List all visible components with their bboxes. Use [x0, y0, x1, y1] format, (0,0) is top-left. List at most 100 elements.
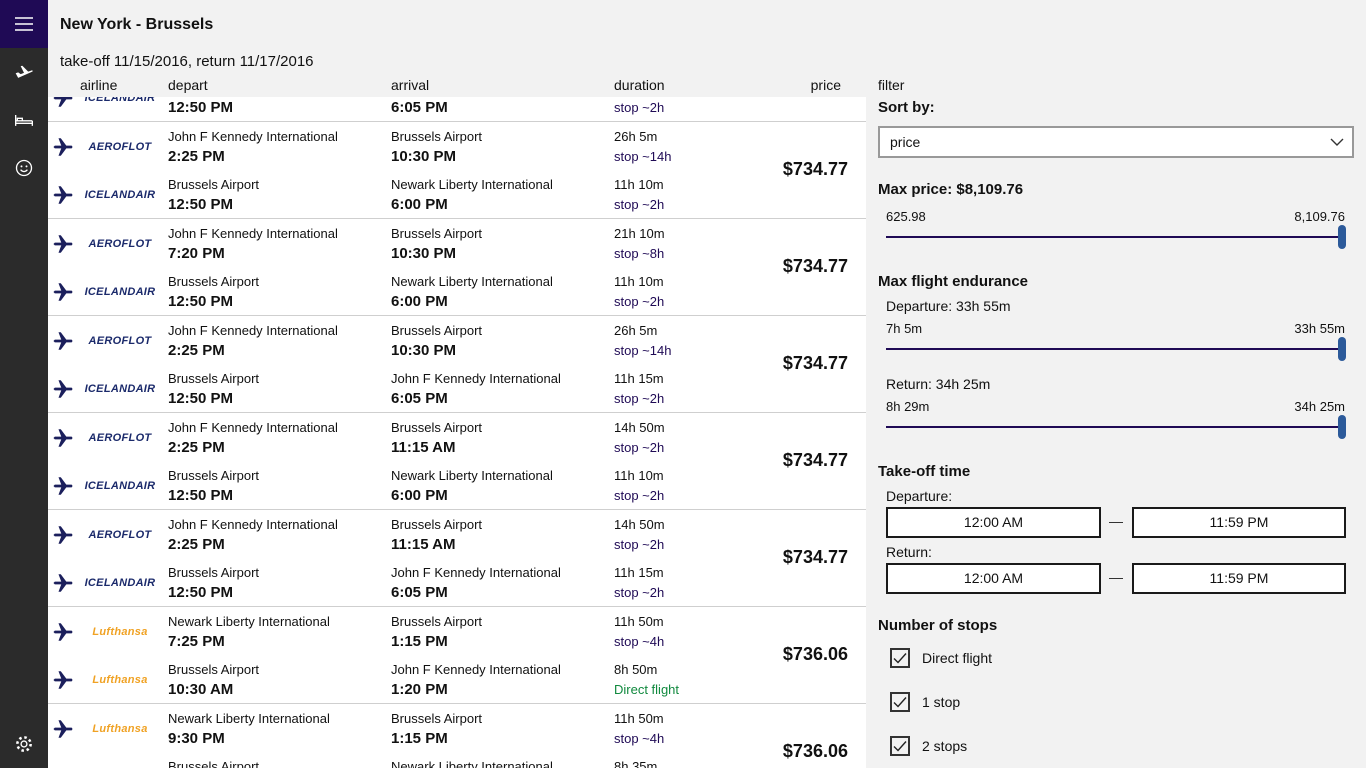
flight-row[interactable]: Lufthansa Newark Liberty International 9:3… — [48, 704, 866, 768]
slider-thumb[interactable] — [1338, 225, 1346, 249]
arrival-airport: Brussels Airport — [391, 516, 483, 532]
plane-icon — [53, 331, 73, 350]
duration: 14h 50m — [614, 419, 665, 435]
settings-icon[interactable] — [14, 734, 34, 754]
slider-label: Departure: 33h 55m — [886, 298, 1011, 314]
depart-airport: John F Kennedy International — [168, 322, 338, 338]
stops: stop ~2h — [614, 391, 665, 406]
depart-time: 2:25 PM — [168, 535, 225, 553]
airline-logo: AEROFLOT — [88, 140, 152, 153]
depart-airport: Brussels Airport — [168, 759, 260, 768]
flight-row[interactable]: AEROFLOT John F Kennedy International 2:25… — [48, 413, 866, 510]
arrival-time: 10:30 PM — [391, 244, 457, 262]
depart-airport: Brussels Airport — [168, 565, 260, 580]
sort-dropdown[interactable]: price — [878, 126, 1354, 158]
duration: 11h 10m — [614, 468, 664, 483]
arrival-time: 1:15 PM — [391, 729, 448, 747]
checkbox[interactable] — [890, 736, 910, 756]
depart-airport: Brussels Airport — [168, 371, 260, 386]
airline-logo: ICELANDAIR — [84, 189, 156, 201]
checkbox[interactable] — [890, 648, 910, 668]
slider-label: Return: 34h 25m — [886, 376, 991, 392]
depart-airport: Brussels Airport — [168, 177, 260, 192]
plane-icon — [53, 574, 73, 592]
arrival-airport: John F Kennedy International — [391, 662, 561, 677]
checkbox-label[interactable]: Direct flight — [922, 650, 993, 666]
menu-icon[interactable] — [14, 0, 34, 48]
slider-max: 34h 25m — [1294, 399, 1345, 414]
time-input[interactable]: 11:59 PM — [1132, 563, 1346, 594]
flight-row[interactable]: Lufthansa Newark Liberty International 7:2… — [48, 607, 866, 704]
column-header: arrival — [391, 77, 430, 93]
checkbox-label[interactable]: 2 stops — [922, 738, 968, 754]
arrival-time: 6:05 PM — [391, 584, 448, 601]
checkbox-label[interactable]: 1 stop — [922, 694, 961, 710]
arrival-airport: Newark Liberty International — [391, 274, 553, 289]
range-dash — [1109, 578, 1123, 579]
time-input[interactable]: 11:59 PM — [1132, 507, 1346, 538]
max-price-label: Max price: $8,109.76 — [878, 181, 1024, 198]
time-input[interactable]: 12:00 AM — [886, 563, 1101, 594]
stops: stop ~2h — [614, 100, 665, 115]
stops: stop ~4h — [614, 730, 665, 746]
flight-row[interactable]: AEROFLOT John F Kennedy International 2:25… — [48, 122, 866, 219]
price: $734.77 — [782, 353, 848, 373]
slider-track — [886, 236, 1342, 238]
airline-logo: ICELANDAIR — [84, 480, 156, 492]
duration: 11h 15m — [614, 565, 664, 580]
depart-airport: Newark Liberty International — [168, 710, 330, 726]
arrival-airport: John F Kennedy International — [391, 565, 561, 580]
depart-time: 7:25 PM — [168, 632, 225, 650]
dropdown-chevron — [1330, 138, 1344, 146]
column-header: duration — [614, 77, 665, 93]
arrival-airport: Brussels Airport — [391, 128, 483, 144]
arrival-time: 1:20 PM — [391, 681, 448, 698]
depart-airport: Brussels Airport — [168, 274, 260, 289]
depart-time: 12:50 PM — [168, 487, 234, 504]
airline-logo: ICELANDAIR — [84, 383, 156, 395]
slider-thumb[interactable] — [1338, 415, 1346, 439]
plane-icon — [53, 477, 73, 495]
activities-icon[interactable] — [14, 158, 34, 178]
checkmark — [893, 741, 907, 752]
slider-thumb[interactable] — [1338, 337, 1346, 361]
flight-row[interactable]: ICELANDAIR 12:50 PM 6:05 PM stop ~2h — [48, 97, 866, 122]
arrival-time: 6:05 PM — [391, 99, 448, 116]
flight-row[interactable]: AEROFLOT John F Kennedy International 2:25… — [48, 316, 866, 413]
depart-time: 12:50 PM — [168, 584, 234, 601]
hotels-icon[interactable] — [14, 110, 34, 130]
duration: 8h 50m — [614, 662, 658, 677]
flight-row[interactable]: AEROFLOT John F Kennedy International 2:25… — [48, 510, 866, 607]
plane-icon — [53, 671, 73, 689]
slider-max: 33h 55m — [1294, 321, 1345, 336]
flight-row[interactable]: AEROFLOT John F Kennedy International 7:20… — [48, 219, 866, 316]
depart-time: 12:50 PM — [168, 196, 234, 213]
stops: stop ~8h — [614, 245, 665, 261]
depart-time: 2:25 PM — [168, 341, 225, 359]
arrival-airport: Newark Liberty International — [391, 759, 553, 768]
airline-logo: AEROFLOT — [88, 528, 152, 541]
slider-track — [886, 348, 1342, 350]
menu-button[interactable] — [0, 0, 48, 48]
checkbox[interactable] — [890, 692, 910, 712]
sort-value: price — [890, 134, 921, 150]
duration: 11h 15m — [614, 371, 664, 386]
arrival-airport: Brussels Airport — [391, 613, 483, 629]
price: $734.77 — [782, 547, 848, 567]
price: $736.06 — [782, 741, 848, 761]
checkmark — [893, 697, 907, 708]
price: $734.77 — [782, 159, 848, 179]
duration: 14h 50m — [614, 516, 665, 532]
depart-airport: John F Kennedy International — [168, 419, 338, 435]
time-input[interactable]: 12:00 AM — [886, 507, 1101, 538]
sort-label: Sort by: — [878, 99, 935, 116]
airline-logo: Lufthansa — [92, 722, 148, 735]
flights-icon[interactable] — [14, 62, 34, 82]
price: $736.06 — [782, 644, 848, 664]
stops: stop ~14h — [614, 148, 672, 164]
section-title: Take-off time — [878, 463, 971, 480]
duration: 11h 10m — [614, 177, 664, 192]
airline-logo: Lufthansa — [92, 674, 148, 686]
plane-icon — [53, 137, 73, 156]
